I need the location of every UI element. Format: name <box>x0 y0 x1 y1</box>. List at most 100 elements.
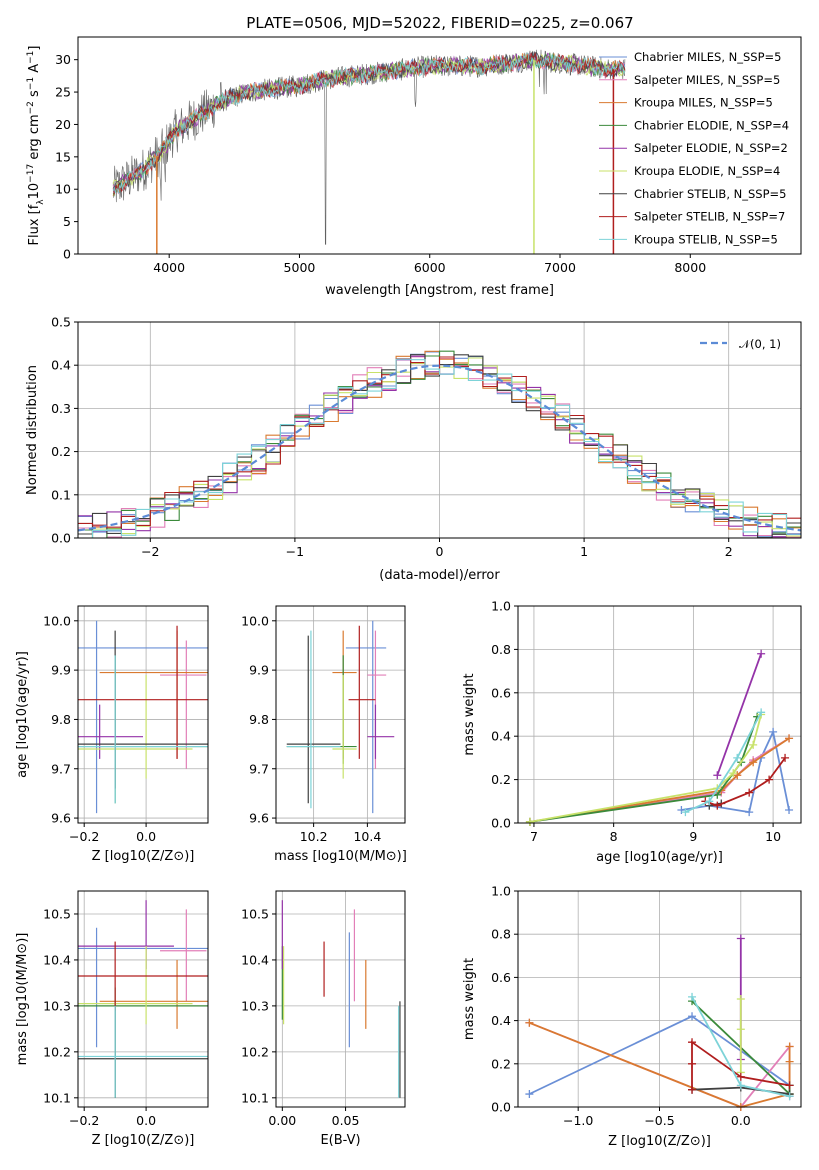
x-tick-label: 0.0 <box>731 1113 751 1128</box>
y-tick-label: 9.6 <box>51 811 71 826</box>
weight-marker <box>688 1038 697 1047</box>
massweight-vs-age-lines <box>525 649 794 826</box>
legend-entry: Salpeter ELODIE, N_SSP=2 <box>634 141 788 155</box>
y-tick-label: 15 <box>55 149 71 164</box>
x-tick-label: −0.2 <box>69 829 99 844</box>
massweight-vs-Z-ylabel: mass weight <box>462 958 477 1040</box>
y-tick-label: 0.4 <box>491 1013 511 1028</box>
weight-marker <box>713 801 722 810</box>
legend-entry: 𝒩(0, 1) <box>739 337 781 351</box>
x-tick-label: 10.4 <box>353 829 381 844</box>
mass-vs-Z-frame <box>77 890 209 1108</box>
legend-entry: Kroupa MILES, N_SSP=5 <box>634 96 773 110</box>
y-tick-label: 9.8 <box>51 712 71 727</box>
weight-marker <box>785 1081 794 1090</box>
weight-marker <box>705 797 714 806</box>
weight-marker <box>525 817 534 826</box>
weight-marker <box>765 775 774 784</box>
spectrum-title: PLATE=0506, MJD=52022, FIBERID=0225, z=0… <box>246 14 633 32</box>
weight-marker <box>681 808 690 817</box>
massweight-vs-Z-ticks: −1.0 −0.5 0.0 0.0 0.2 0.4 0.6 0.8 1.0 <box>491 884 751 1129</box>
weight-marker <box>733 753 742 762</box>
weight-marker <box>736 995 745 1003</box>
mass-vs-EBV-ticks: 0.00 0.05 10.1 10.2 10.3 10.4 10.5 <box>241 906 359 1128</box>
x-tick-label: −1 <box>286 544 304 559</box>
y-tick-label: 0.2 <box>491 1056 511 1071</box>
legend-entry: Salpeter MILES, N_SSP=5 <box>634 73 780 87</box>
x-tick-label: 0 <box>436 544 444 559</box>
mass-vs-EBV-xlabel: E(B-V) <box>320 1133 360 1148</box>
spectrum-ticks: 4000 5000 6000 7000 8000 0 5 10 15 20 25 30 <box>55 52 706 275</box>
y-tick-label: 10.3 <box>43 998 71 1013</box>
weight-marker <box>688 1012 697 1021</box>
y-tick-label: 0.6 <box>491 685 511 700</box>
y-tick-label: 10.4 <box>241 952 269 967</box>
y-tick-label: 10.0 <box>43 613 71 628</box>
weight-marker <box>749 740 758 749</box>
y-tick-label: 0.2 <box>491 772 511 787</box>
x-tick-label: 4000 <box>153 260 185 275</box>
weight-marker <box>785 1057 794 1066</box>
weight-marker <box>749 758 758 767</box>
x-tick-label: 8000 <box>674 260 706 275</box>
y-tick-label: 0.0 <box>51 531 71 546</box>
residual-histogram-step <box>78 356 801 528</box>
mass-vs-Z-grid <box>78 891 208 1107</box>
massweight-vs-Z-frame <box>517 890 802 1108</box>
mass-vs-Z-xlabel: Z [log10(Z/Z⊙)] <box>92 1133 195 1148</box>
y-tick-label: 10.1 <box>241 1090 269 1105</box>
x-tick-label: 7 <box>530 829 538 844</box>
age-vs-Z-ylabel: age [log10(age/yr)] <box>15 651 30 778</box>
y-tick-label: 9.7 <box>51 761 71 776</box>
y-tick-label: 20 <box>55 117 71 132</box>
y-tick-label: 1.0 <box>491 884 511 899</box>
y-tick-label: 10.2 <box>43 1044 71 1059</box>
weight-marker <box>688 1059 697 1068</box>
y-tick-label: 0.2 <box>51 444 71 459</box>
weight-marker <box>736 1081 745 1090</box>
x-tick-label: 10 <box>765 829 781 844</box>
spectrum-xlabel: wavelength [Angstrom, rest frame] <box>325 283 554 298</box>
x-tick-label: 6000 <box>414 260 446 275</box>
y-tick-label: 0.5 <box>51 315 71 330</box>
x-tick-label: 0.0 <box>136 1113 156 1128</box>
y-tick-label: 10.4 <box>43 952 71 967</box>
legend-entry: Salpeter STELIB, N_SSP=7 <box>634 210 785 224</box>
age-vs-Z-errorbars <box>78 620 208 814</box>
y-tick-label: 10.0 <box>241 613 269 628</box>
massweight-vs-age-ticks: 7 8 9 10 0.0 0.2 0.4 0.6 0.8 1.0 <box>491 599 781 845</box>
y-tick-label: 0.0 <box>491 1100 511 1115</box>
age-vs-Z-ticks: −0.2 0.0 9.6 9.7 9.8 9.9 10.0 <box>43 613 156 844</box>
y-tick-label: 30 <box>55 52 71 67</box>
x-tick-label: 1 <box>580 544 588 559</box>
legend-entry: Chabrier ELODIE, N_SSP=4 <box>634 118 789 132</box>
x-tick-label: 8 <box>610 829 618 844</box>
x-tick-label: 9 <box>689 829 697 844</box>
spectrum-model-line <box>112 51 626 196</box>
y-tick-label: 10.2 <box>241 1044 269 1059</box>
mass-vs-EBV-errorbars <box>281 900 401 1098</box>
massweight-vs-Z-xlabel: Z [log10(Z/Z⊙)] <box>608 1134 711 1149</box>
weight-marker <box>525 1018 534 1027</box>
age-vs-mass-errorbars <box>286 620 395 814</box>
weight-marker <box>785 805 794 814</box>
y-tick-label: 10.5 <box>241 906 269 921</box>
y-tick-label: 0 <box>63 247 71 262</box>
y-tick-label: 0.1 <box>51 487 71 502</box>
x-tick-label: 5000 <box>284 260 316 275</box>
weight-marker <box>713 771 722 780</box>
massweight-vs-Z-lines <box>525 934 794 1111</box>
y-tick-label: 0.6 <box>491 970 511 985</box>
age-vs-mass-frame <box>275 605 406 824</box>
x-tick-label: 2 <box>725 544 733 559</box>
weight-marker <box>769 727 778 736</box>
mass-vs-Z-errorbars <box>78 900 208 1098</box>
x-tick-label: 0.0 <box>136 829 156 844</box>
age-vs-mass-panel: 10.2 10.4 9.6 9.7 9.8 9.9 10.0 mass [log10(M/M⊙… <box>241 605 407 864</box>
y-tick-label: 10.3 <box>241 998 269 1013</box>
mass-vs-Z-ticks: −0.2 0.0 10.1 10.2 10.3 10.4 10.5 <box>43 906 156 1128</box>
age-vs-Z-panel: −0.2 0.0 9.6 9.7 9.8 9.9 10.0 Z [log10(Z/Z⊙)] ag… <box>15 605 209 864</box>
weight-line <box>716 653 762 776</box>
weight-marker <box>757 649 766 658</box>
